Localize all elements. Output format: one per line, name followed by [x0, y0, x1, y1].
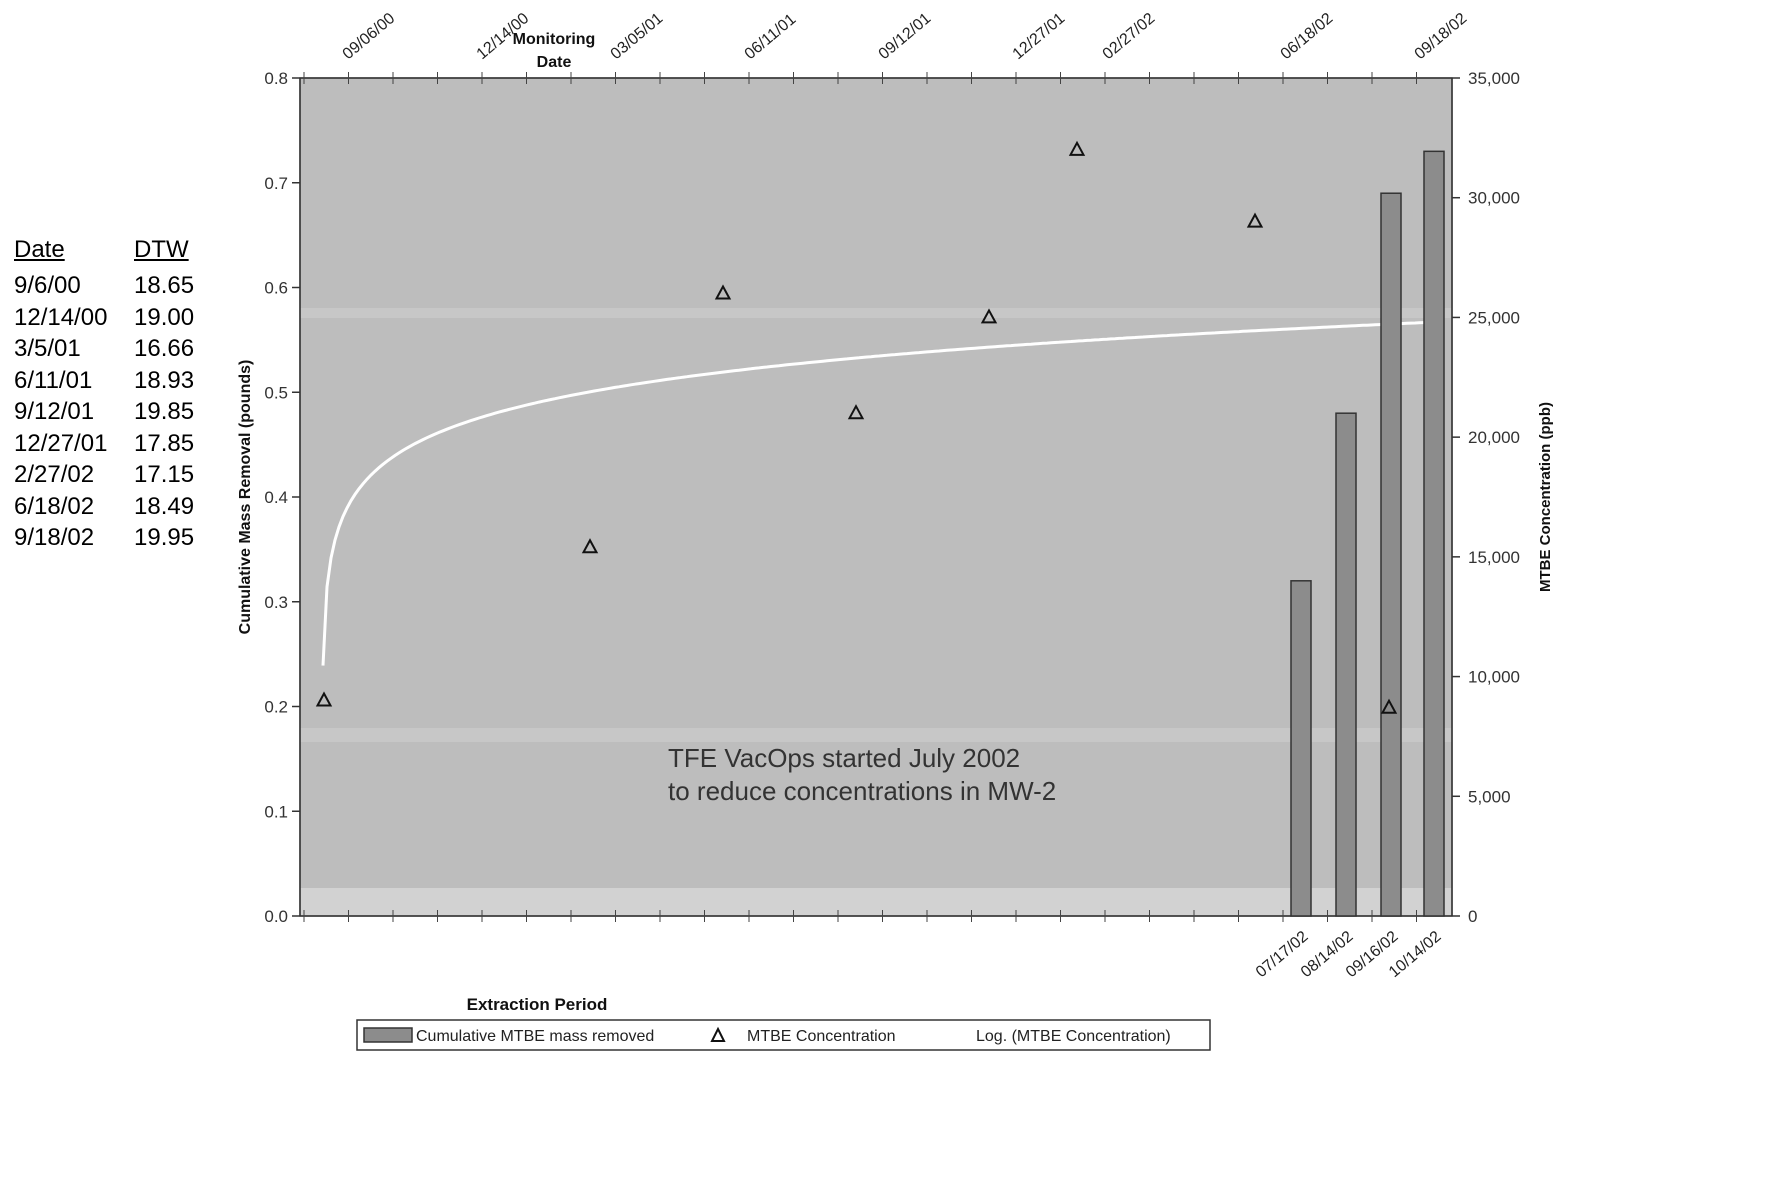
dtw-value: 19.00	[134, 303, 195, 331]
legend-label-points: MTBE Concentration	[747, 1028, 896, 1045]
monitoring-date-label: 06/18/02	[1278, 10, 1337, 63]
left-axis-tick-label: 0.1	[264, 802, 288, 821]
dtw-date: 3/5/01	[14, 335, 81, 362]
mtbe-concentration-point	[1246, 212, 1264, 228]
left-axis-title: Cumulative Mass Removal (pounds)	[237, 360, 254, 635]
mtbe-concentration-point	[1380, 698, 1398, 714]
left-axis-tick-label: 0.8	[264, 69, 288, 88]
dtw-header-date: Date	[14, 236, 65, 263]
mass-removed-bar	[1290, 580, 1312, 917]
dtw-value: 18.49	[134, 492, 195, 520]
plot-band	[300, 728, 1452, 742]
dtw-row: 6/11/01 18.93	[14, 365, 214, 397]
mtbe-concentration-point	[847, 404, 865, 420]
mtbe-concentration-point	[980, 308, 998, 324]
dtw-table: Date DTW 9/6/00 18.65 12/14/00 19.00 3/5/01 1…	[14, 236, 214, 554]
legend-triangle-icon	[710, 1026, 726, 1042]
left-axis-tick-label: 0.0	[264, 907, 288, 926]
dtw-row: 9/12/01 19.85	[14, 396, 214, 428]
dtw-date: 12/27/01	[14, 429, 108, 457]
mtbe-concentration-point	[315, 691, 333, 707]
right-axis-tick-label: 20,000	[1468, 428, 1520, 447]
left-axis-tick-label: 0.4	[264, 488, 288, 507]
annotation-line1: TFE VacOps started July 2002	[668, 743, 1020, 773]
legend-label-bars: Cumulative MTBE mass removed	[416, 1028, 654, 1045]
dtw-value: 19.85	[134, 398, 195, 425]
monitoring-date-label: 03/05/01	[608, 10, 667, 63]
right-axis-tick-label: 15,000	[1468, 548, 1520, 567]
mtbe-concentration-point	[714, 284, 732, 300]
dtw-row: 3/5/01 16.66	[14, 333, 214, 365]
plot-band	[300, 888, 1452, 916]
top-axis-title-line2: Date	[537, 54, 572, 71]
bottom-axis-title: Extraction Period	[467, 995, 608, 1014]
top-axis-title-line1: Monitoring	[513, 31, 596, 48]
right-axis-tick-label: 0	[1468, 907, 1477, 926]
right-axis-tick-label: 25,000	[1468, 308, 1520, 327]
legend-bar-swatch	[363, 1027, 413, 1043]
left-axis-tick-label: 0.2	[264, 698, 288, 717]
dtw-row: 12/14/00 19.00	[14, 302, 214, 334]
right-axis-tick-label: 35,000	[1468, 69, 1520, 88]
dtw-date: 6/18/02	[14, 492, 95, 520]
annotation-line2: to reduce concentrations in MW-2	[668, 776, 1056, 806]
mtbe-concentration-point	[581, 538, 599, 554]
plot-area	[300, 78, 1452, 916]
monitoring-date-label: 12/27/01	[1010, 10, 1069, 63]
dtw-date: 2/27/02	[14, 461, 95, 488]
left-axis-tick-label: 0.6	[264, 279, 288, 298]
mass-removed-bar	[1423, 150, 1445, 917]
mtbe-concentration-point	[1068, 140, 1086, 156]
monitoring-date-label: 06/11/01	[742, 11, 800, 63]
right-axis-tick-label: 30,000	[1468, 189, 1520, 208]
monitoring-date-label: 09/18/02	[1412, 10, 1471, 63]
dtw-value: 19.95	[134, 524, 195, 551]
dtw-date: 6/11/01	[14, 366, 93, 394]
dtw-header-dtw: DTW	[134, 236, 189, 263]
dtw-row: 2/27/02 17.15	[14, 459, 214, 491]
dtw-date: 12/14/00	[14, 303, 108, 331]
dtw-date: 9/18/02	[14, 524, 95, 551]
monitoring-date-label: 09/12/01	[876, 10, 935, 63]
dtw-value: 17.85	[134, 429, 195, 457]
legend-box	[356, 1019, 1211, 1051]
right-axis-tick-label: 5,000	[1468, 787, 1511, 806]
monitoring-date-label: 09/06/00	[340, 10, 399, 63]
dtw-table-header: Date DTW	[14, 236, 214, 264]
left-axis-tick-label: 0.7	[264, 174, 288, 193]
dtw-row: 9/18/02 19.95	[14, 522, 214, 554]
left-axis-tick-label: 0.3	[264, 593, 288, 612]
left-axis-tick-label: 0.5	[264, 383, 288, 402]
monitoring-date-label: 02/27/02	[1100, 10, 1159, 63]
dtw-value: 18.93	[134, 366, 195, 394]
dtw-value: 18.65	[134, 272, 195, 299]
dtw-date: 9/12/01	[14, 398, 95, 425]
dtw-date: 9/6/00	[14, 272, 81, 299]
dtw-row: 12/27/01 17.85	[14, 428, 214, 460]
right-axis-title: MTBE Concentration (ppb)	[1537, 402, 1554, 592]
dtw-value: 16.66	[134, 335, 195, 362]
dtw-row: 6/18/02 18.49	[14, 491, 214, 523]
dtw-value: 17.15	[134, 461, 195, 488]
plot-band	[300, 308, 1452, 318]
right-axis-tick-label: 10,000	[1468, 668, 1520, 687]
mass-removed-bar	[1380, 192, 1402, 917]
mass-removed-bar	[1335, 412, 1357, 917]
dtw-row: 9/6/00 18.65	[14, 270, 214, 302]
legend-label-trend: Log. (MTBE Concentration)	[976, 1028, 1171, 1045]
log-trend-line	[321, 320, 1436, 666]
